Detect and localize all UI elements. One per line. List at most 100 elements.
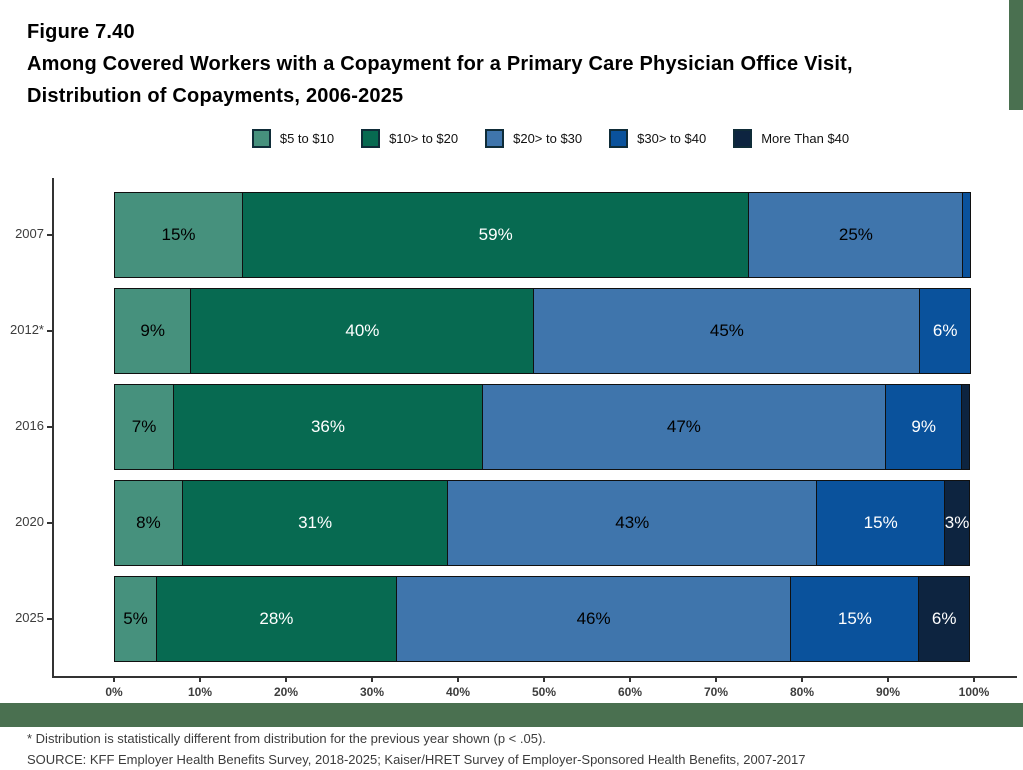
bar-value-label: 3% bbox=[944, 513, 970, 532]
x-axis-tick-label: 10% bbox=[187, 685, 213, 699]
bar-segment: 7% bbox=[114, 384, 175, 470]
bar-value-label: 40% bbox=[345, 321, 380, 340]
bar-segment: 43% bbox=[447, 480, 818, 566]
bar-row: 7% 36% 47% 9% bbox=[114, 384, 974, 470]
legend-label: $30> to $40 bbox=[637, 130, 707, 146]
year-label: 2020 bbox=[15, 514, 44, 529]
bar-value-label: 43% bbox=[615, 513, 650, 532]
year-label: 2025 bbox=[15, 610, 44, 625]
x-axis-tick bbox=[887, 676, 889, 682]
x-axis-tick bbox=[113, 676, 115, 682]
figure-title: Figure 7.40 Among Covered Workers with a… bbox=[27, 16, 853, 112]
legend: $5 to $10 $10> to $20 $20> to $30 $30> to $… bbox=[0, 122, 1023, 154]
bar-row: 15% 59% 25% bbox=[114, 192, 974, 278]
y-axis-tick bbox=[47, 522, 54, 524]
bar-value-label: 9% bbox=[911, 417, 936, 436]
year-label: 2016 bbox=[15, 418, 44, 433]
x-axis-tick bbox=[457, 676, 459, 682]
legend-swatch-icon bbox=[251, 128, 271, 148]
x-axis-tick bbox=[285, 676, 287, 682]
bar-segment: 9% bbox=[114, 288, 192, 374]
figure-title-line2: Among Covered Workers with a Copayment f… bbox=[27, 53, 853, 75]
bar-segment: 40% bbox=[190, 288, 535, 374]
x-axis-tick-label: 60% bbox=[617, 685, 643, 699]
legend-swatch-icon bbox=[485, 128, 505, 148]
x-axis-tick bbox=[543, 676, 545, 682]
bottom-accent-band bbox=[0, 703, 1023, 727]
bar-segment: 9% bbox=[884, 384, 963, 470]
footnote-source: SOURCE: KFF Employer Health Benefits Sur… bbox=[27, 752, 806, 767]
bar-segment: 6% bbox=[919, 288, 971, 374]
x-axis-tick-label: 80% bbox=[789, 685, 815, 699]
bar-value-label: 8% bbox=[136, 513, 161, 532]
bar-value-label: 5% bbox=[123, 609, 148, 628]
x-axis-tick-label: 0% bbox=[105, 685, 123, 699]
chart-panel: 15% 59% 25% 9% 40% 45% 6% 7% 36% 47% 9% 8% 31% 43% 15%… bbox=[47, 178, 1017, 699]
y-axis-tick bbox=[47, 618, 54, 620]
year-label: 2007 bbox=[15, 226, 44, 241]
legend-label: $20> to $30 bbox=[513, 130, 583, 146]
x-axis-tick-label: 90% bbox=[875, 685, 901, 699]
y-axis-tick bbox=[47, 330, 54, 332]
x-axis-tick-label: 50% bbox=[531, 685, 557, 699]
bar-segment: 59% bbox=[242, 192, 750, 278]
bar-segment: 15% bbox=[790, 576, 920, 662]
x-axis-tick-label: 100% bbox=[958, 685, 990, 699]
bar-value-label: 9% bbox=[140, 321, 165, 340]
legend-item: $10> to $20 bbox=[361, 128, 459, 148]
bar-segment: 36% bbox=[173, 384, 483, 470]
bar-value-label: 46% bbox=[576, 609, 611, 628]
bar-value-label: 36% bbox=[310, 417, 345, 436]
bar-segment: 15% bbox=[816, 480, 946, 566]
bar-segment: 3% bbox=[944, 480, 970, 566]
year-label: 2012* bbox=[10, 322, 44, 337]
x-axis-tick bbox=[371, 676, 373, 682]
bar-row: 5% 28% 46% 15% 6% bbox=[114, 576, 974, 662]
legend-item: $20> to $30 bbox=[485, 128, 583, 148]
bar-segment: 47% bbox=[481, 384, 886, 470]
bar-value-label: 59% bbox=[478, 225, 513, 244]
legend-swatch-icon bbox=[361, 128, 381, 148]
bar-segment: 25% bbox=[748, 192, 964, 278]
x-axis-tick-label: 40% bbox=[445, 685, 471, 699]
y-axis-tick bbox=[47, 234, 54, 236]
x-axis-tick-label: 20% bbox=[273, 685, 299, 699]
bar-segment: 15% bbox=[114, 192, 243, 278]
footnote-statistical: * Distribution is statistically differen… bbox=[27, 731, 546, 746]
bar-value-label: 6% bbox=[932, 321, 958, 340]
bar-segment bbox=[961, 384, 970, 470]
x-axis-tick bbox=[801, 676, 803, 682]
bar-value-label: 7% bbox=[131, 417, 157, 436]
legend-item: More Than $40 bbox=[733, 128, 850, 148]
bar-value-label: 15% bbox=[837, 609, 872, 628]
bar-row: 9% 40% 45% 6% bbox=[114, 288, 974, 374]
x-axis-tick-label: 30% bbox=[359, 685, 385, 699]
x-axis-tick bbox=[973, 676, 975, 682]
footnotes: * Distribution is statistically differen… bbox=[27, 728, 805, 770]
bar-value-label: 15% bbox=[863, 513, 898, 532]
x-axis-tick-label: 70% bbox=[703, 685, 729, 699]
figure-number: Figure 7.40 bbox=[27, 21, 135, 43]
legend-label: More Than $40 bbox=[761, 130, 850, 146]
x-axis-tick bbox=[629, 676, 631, 682]
x-axis-tick bbox=[199, 676, 201, 682]
figure-title-line3: Distribution of Copayments, 2006-2025 bbox=[27, 85, 404, 107]
x-axis-tick bbox=[715, 676, 717, 682]
bar-value-label: 25% bbox=[838, 225, 873, 244]
legend-swatch-icon bbox=[733, 128, 753, 148]
bar-value-label: 28% bbox=[259, 609, 294, 628]
bar-segment bbox=[962, 192, 971, 278]
legend-label: $10> to $20 bbox=[389, 130, 459, 146]
bar-value-label: 45% bbox=[709, 321, 744, 340]
bar-segment: 31% bbox=[181, 480, 449, 566]
legend-item: $30> to $40 bbox=[609, 128, 707, 148]
legend-label: $5 to $10 bbox=[279, 130, 335, 146]
bar-row: 8% 31% 43% 15% 3% bbox=[114, 480, 974, 566]
bar-segment: 46% bbox=[395, 576, 792, 662]
bar-value-label: 15% bbox=[161, 225, 196, 244]
bar-value-label: 31% bbox=[298, 513, 333, 532]
bar-segment: 8% bbox=[114, 480, 183, 566]
bar-value-label: 47% bbox=[666, 417, 701, 436]
legend-swatch-icon bbox=[609, 128, 629, 148]
